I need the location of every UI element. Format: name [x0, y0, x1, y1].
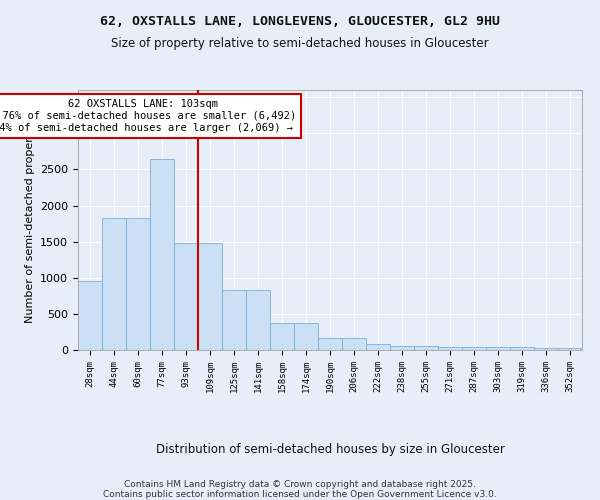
Bar	[246, 290, 270, 350]
Bar	[558, 348, 582, 350]
Bar	[390, 346, 414, 350]
Bar	[126, 218, 150, 350]
Bar	[174, 243, 198, 350]
Bar	[366, 344, 390, 350]
Bar	[318, 338, 342, 350]
Bar	[414, 346, 438, 350]
Bar	[510, 348, 534, 350]
Text: 62 OXSTALLS LANE: 103sqm
← 76% of semi-detached houses are smaller (6,492)
24% o: 62 OXSTALLS LANE: 103sqm ← 76% of semi-d…	[0, 100, 296, 132]
Bar	[534, 348, 558, 350]
Bar	[486, 348, 510, 350]
Bar	[294, 322, 318, 350]
Bar	[222, 290, 246, 350]
Bar	[462, 347, 486, 350]
Bar	[150, 160, 174, 350]
Text: Distribution of semi-detached houses by size in Gloucester: Distribution of semi-detached houses by …	[155, 442, 505, 456]
Bar	[438, 347, 462, 350]
Bar	[78, 282, 102, 350]
Bar	[198, 243, 222, 350]
Bar	[342, 338, 366, 350]
Y-axis label: Number of semi-detached properties: Number of semi-detached properties	[25, 117, 35, 323]
Bar	[102, 218, 126, 350]
Text: Contains HM Land Registry data © Crown copyright and database right 2025.
Contai: Contains HM Land Registry data © Crown c…	[103, 480, 497, 500]
Text: Size of property relative to semi-detached houses in Gloucester: Size of property relative to semi-detach…	[111, 38, 489, 51]
Text: 62, OXSTALLS LANE, LONGLEVENS, GLOUCESTER, GL2 9HU: 62, OXSTALLS LANE, LONGLEVENS, GLOUCESTE…	[100, 15, 500, 28]
Bar	[270, 322, 294, 350]
